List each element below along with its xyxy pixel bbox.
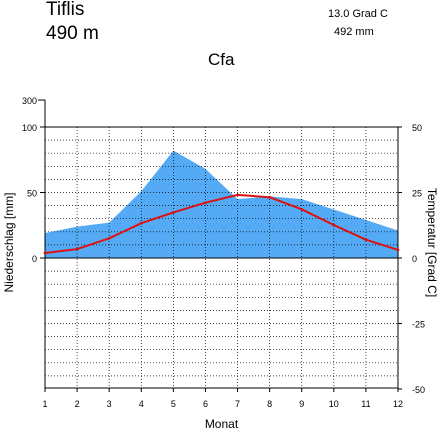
x-tick-label: 6 [203, 399, 208, 409]
temperature-point [107, 236, 111, 240]
grid [45, 127, 398, 388]
temperature-point [396, 248, 400, 252]
annual-temperature: 13.0 Grad C [328, 8, 388, 20]
temperature-point [300, 207, 304, 211]
x-tick-label: 12 [393, 399, 403, 409]
x-tick-label: 4 [139, 399, 144, 409]
temperature-point [364, 238, 368, 242]
temperature-line [44, 193, 399, 254]
x-tick-label: 11 [361, 399, 370, 409]
temperature-point [332, 223, 336, 227]
x-tick-label: 9 [299, 399, 304, 409]
temperature-point [139, 221, 143, 225]
left-tick-label: 0 [32, 254, 37, 264]
temperature-point [204, 201, 207, 205]
x-tick-label: 3 [107, 399, 112, 409]
x-tick-label: 7 [235, 399, 240, 409]
temperature-point [236, 193, 239, 197]
left-tick-label: 300 [22, 96, 37, 106]
left-axis-label: Niederschlag [mm] [2, 192, 16, 292]
temperature-point [75, 247, 79, 251]
right-tick-label: 0 [412, 254, 417, 264]
x-tick-label: 1 [42, 399, 47, 409]
right-axis-label: Temperatur [Grad C] [425, 188, 439, 297]
right-tick-label: -50 [412, 385, 425, 395]
left-tick-label: 100 [22, 123, 37, 133]
temperature-point [43, 251, 47, 255]
annual-precipitation: 492 mm [334, 26, 374, 38]
x-tick-label: 10 [329, 399, 339, 409]
temperature-point [171, 211, 175, 214]
precipitation-area [45, 150, 398, 258]
x-tick-label: 8 [267, 399, 272, 409]
climate-classification: Cfa [208, 50, 235, 69]
right-tick-label: 50 [412, 123, 422, 133]
temperature-point [268, 195, 272, 199]
right-tick-label: 25 [412, 189, 422, 199]
right-tick-label: -25 [412, 320, 425, 330]
left-tick-label: 50 [27, 189, 37, 199]
x-axis-label: Monat [205, 417, 239, 430]
station-name: Tiflis [46, 0, 85, 20]
x-tick-label: 2 [75, 399, 80, 409]
x-tick-label: 5 [171, 399, 176, 409]
station-elevation: 490 m [46, 23, 99, 44]
